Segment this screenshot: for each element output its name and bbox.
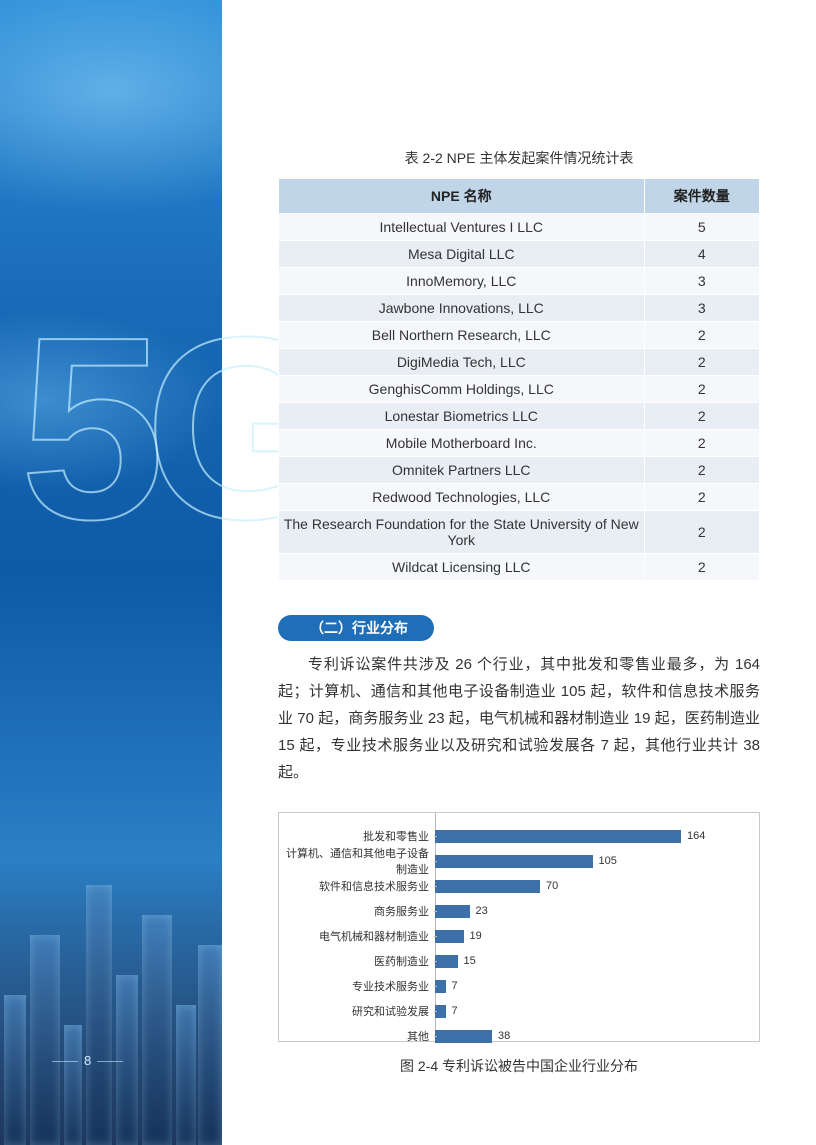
- chart-bar-value: 70: [546, 880, 558, 892]
- chart-bar: [435, 880, 540, 893]
- table-row: Intellectual Ventures I LLC5: [279, 214, 760, 241]
- table-row: The Research Foundation for the State Un…: [279, 511, 760, 554]
- table-cell-count: 3: [644, 268, 759, 295]
- chart-row: 商务服务业 23: [279, 902, 741, 920]
- chart-bar-value: 164: [687, 830, 705, 842]
- chart-row: 专业技术服务业 7: [279, 977, 741, 995]
- table-row: GenghisComm Holdings, LLC2: [279, 376, 760, 403]
- table-cell-name: Mobile Motherboard Inc.: [279, 430, 645, 457]
- chart-bar-label: 软件和信息技术服务业: [279, 878, 435, 894]
- table-row: Mobile Motherboard Inc.2: [279, 430, 760, 457]
- table-row: Omnitek Partners LLC2: [279, 457, 760, 484]
- chart-bar: [435, 1030, 492, 1043]
- table-cell-count: 2: [644, 511, 759, 554]
- chart-tick: [434, 911, 437, 912]
- table-cell-name: Mesa Digital LLC: [279, 241, 645, 268]
- table-cell-count: 2: [644, 430, 759, 457]
- table-title: 表 2-2 NPE 主体发起案件情况统计表: [278, 148, 760, 168]
- table-cell-count: 2: [644, 484, 759, 511]
- table-cell-count: 3: [644, 295, 759, 322]
- table-header-name: NPE 名称: [279, 179, 645, 214]
- chart-tick: [434, 961, 437, 962]
- table-cell-name: Redwood Technologies, LLC: [279, 484, 645, 511]
- table-row: DigiMedia Tech, LLC2: [279, 349, 760, 376]
- npe-table: NPE 名称 案件数量 Intellectual Ventures I LLC5…: [278, 178, 760, 581]
- chart-row: 软件和信息技术服务业 70: [279, 877, 741, 895]
- chart-bar: [435, 830, 681, 843]
- chart-bar-value: 23: [476, 905, 488, 917]
- table-row: Lonestar Biometrics LLC2: [279, 403, 760, 430]
- chart-bar-value: 105: [599, 855, 617, 867]
- table-row: Bell Northern Research, LLC2: [279, 322, 760, 349]
- chart-tick: [434, 861, 437, 862]
- chart-row: 医药制造业 15: [279, 952, 741, 970]
- chart-bar-label: 研究和试验发展: [279, 1003, 435, 1019]
- table-cell-name: Wildcat Licensing LLC: [279, 554, 645, 581]
- chart-bar-label: 计算机、通信和其他电子设备制造业: [279, 845, 435, 877]
- section-body: 专利诉讼案件共涉及 26 个行业，其中批发和零售业最多，为 164 起；计算机、…: [278, 651, 760, 786]
- chart-bar: [435, 930, 464, 943]
- table-cell-count: 2: [644, 457, 759, 484]
- industry-chart: 批发和零售业164计算机、通信和其他电子设备制造业105软件和信息技术服务业70…: [278, 812, 760, 1042]
- table-cell-count: 2: [644, 322, 759, 349]
- table-cell-name: InnoMemory, LLC: [279, 268, 645, 295]
- chart-bar-value: 15: [464, 955, 476, 967]
- chart-row: 其他 38: [279, 1027, 741, 1045]
- table-cell-count: 2: [644, 554, 759, 581]
- table-cell-count: 2: [644, 349, 759, 376]
- chart-bar-value: 19: [470, 930, 482, 942]
- table-cell-name: The Research Foundation for the State Un…: [279, 511, 645, 554]
- table-cell-name: Intellectual Ventures I LLC: [279, 214, 645, 241]
- table-cell-count: 5: [644, 214, 759, 241]
- chart-bar-label: 专业技术服务业: [279, 978, 435, 994]
- chart-tick: [434, 886, 437, 887]
- chart-bar-value: 7: [452, 1005, 458, 1017]
- chart-row: 计算机、通信和其他电子设备制造业105: [279, 852, 741, 870]
- chart-bar-label: 商务服务业: [279, 903, 435, 919]
- chart-tick: [434, 1011, 437, 1012]
- table-row: Wildcat Licensing LLC2: [279, 554, 760, 581]
- table-cell-count: 2: [644, 403, 759, 430]
- chart-bar-value: 7: [452, 980, 458, 992]
- section-heading: （二）行业分布: [278, 615, 434, 641]
- chart-caption: 图 2-4 专利诉讼被告中国企业行业分布: [278, 1056, 760, 1076]
- table-cell-name: Bell Northern Research, LLC: [279, 322, 645, 349]
- table-header-count: 案件数量: [644, 179, 759, 214]
- section-tag: （二）行业分布: [278, 615, 760, 641]
- table-row: Mesa Digital LLC4: [279, 241, 760, 268]
- table-cell-count: 2: [644, 376, 759, 403]
- chart-bar: [435, 905, 470, 918]
- chart-tick: [434, 836, 437, 837]
- chart-row: 研究和试验发展 7: [279, 1002, 741, 1020]
- chart-bar-label: 电气机械和器材制造业: [279, 928, 435, 944]
- chart-row: 电气机械和器材制造业 19: [279, 927, 741, 945]
- table-cell-name: Lonestar Biometrics LLC: [279, 403, 645, 430]
- table-cell-name: Jawbone Innovations, LLC: [279, 295, 645, 322]
- chart-row: 批发和零售业 164: [279, 827, 741, 845]
- page-number: 8: [84, 1053, 91, 1068]
- chart-tick: [434, 986, 437, 987]
- table-cell-name: GenghisComm Holdings, LLC: [279, 376, 645, 403]
- chart-tick: [434, 936, 437, 937]
- table-cell-name: DigiMedia Tech, LLC: [279, 349, 645, 376]
- chart-bar-label: 医药制造业: [279, 953, 435, 969]
- table-row: InnoMemory, LLC3: [279, 268, 760, 295]
- chart-bar-value: 38: [498, 1030, 510, 1042]
- chart-bar: [435, 855, 593, 868]
- chart-bar-label: 批发和零售业: [279, 828, 435, 844]
- main-content: 表 2-2 NPE 主体发起案件情况统计表 NPE 名称 案件数量 Intell…: [222, 0, 816, 1145]
- chart-bar-label: 其他: [279, 1028, 435, 1044]
- table-row: Redwood Technologies, LLC2: [279, 484, 760, 511]
- sidebar-decorative: 5G 8: [0, 0, 222, 1145]
- chart-bar: [435, 955, 458, 968]
- chart-tick: [434, 1036, 437, 1037]
- sidebar-city-silhouette: [0, 845, 222, 1145]
- table-cell-name: Omnitek Partners LLC: [279, 457, 645, 484]
- table-cell-count: 4: [644, 241, 759, 268]
- table-row: Jawbone Innovations, LLC3: [279, 295, 760, 322]
